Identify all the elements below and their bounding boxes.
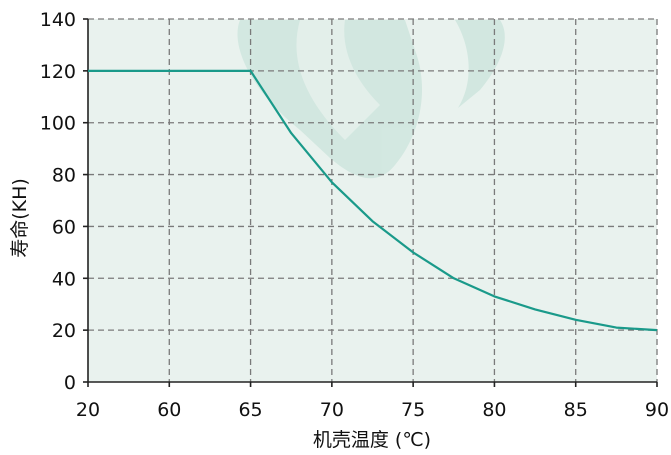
y-tick-label: 60 [52,216,76,238]
y-tick-label: 140 [40,9,76,31]
y-tick-label: 40 [52,268,76,290]
x-tick-label: 85 [564,399,588,421]
y-tick-labels: 0 20 40 60 80 100 120 140 [40,9,88,394]
series-layer [87,69,658,332]
x-tick-label: 80 [482,399,506,421]
x-tick-label: 20 [76,399,100,421]
y-tick-label: 0 [64,372,76,394]
grid-lines [88,18,658,382]
y-tick-label: 120 [40,61,76,83]
watermark-logo [237,20,505,179]
y-tick-label: 100 [40,113,76,135]
x-tick-labels: 20 60 65 70 75 80 85 90 [76,382,669,421]
x-tick-label: 70 [320,399,344,421]
y-tick-label: 80 [52,165,76,187]
x-tick-label: 65 [238,399,262,421]
y-tick-label: 20 [52,320,76,342]
axes [87,19,657,383]
x-tick-label: 60 [157,399,181,421]
x-axis-title: 机壳温度 (℃) [313,429,431,451]
y-axis-title: 寿命(KH) [9,178,31,258]
x-tick-label: 75 [401,399,425,421]
lifetime-series-line [88,69,658,332]
x-tick-label: 90 [645,399,669,421]
